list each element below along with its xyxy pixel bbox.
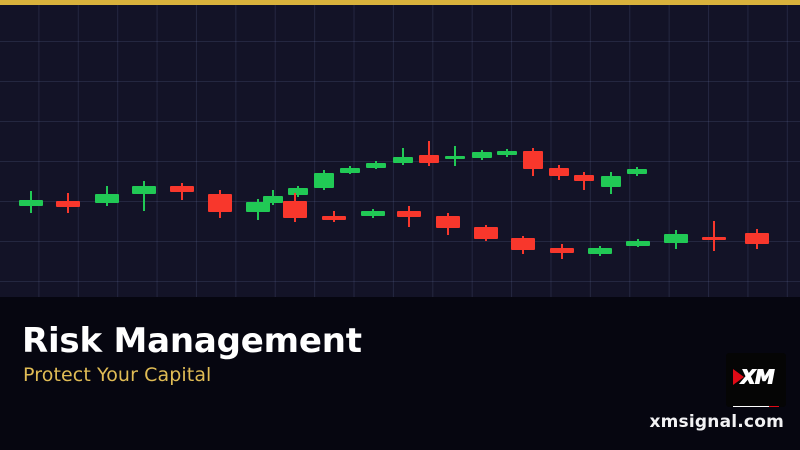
candle-body [340, 168, 360, 173]
caption-panel: Risk Management Protect Your Capital XM … [0, 297, 800, 450]
candlestick-up [366, 161, 386, 169]
candlestick-up [361, 209, 385, 218]
candle-body [361, 211, 385, 216]
candle-body [56, 201, 80, 207]
candlestick-up [19, 191, 43, 213]
candle-body [601, 176, 621, 187]
candlestick-down [549, 165, 569, 180]
candlestick-up [472, 150, 492, 160]
candle-body [549, 168, 569, 176]
candle-body [574, 175, 594, 181]
candlestick-up [288, 186, 308, 197]
candle-body [745, 233, 769, 244]
candle-body [445, 156, 465, 159]
candle-body [288, 188, 308, 195]
candlestick-up [340, 166, 360, 174]
candle-body [511, 238, 535, 250]
candle-body [497, 151, 517, 155]
candle-body [550, 248, 574, 253]
candle-body [19, 200, 43, 206]
candlestick-up [95, 186, 119, 206]
candle-body [397, 211, 421, 217]
candlestick-down [474, 225, 498, 241]
candle-body [393, 157, 413, 163]
candle-wick [713, 221, 715, 251]
candle-wick [428, 141, 430, 166]
xm-logo-text: XM [740, 365, 774, 389]
candle-wick [583, 172, 585, 190]
candlestick-down [56, 193, 80, 213]
logo-underline-accent [769, 406, 779, 407]
candlestick-up [627, 167, 647, 176]
candle-body [314, 173, 334, 188]
candle-body [419, 155, 439, 163]
chart-gridlines [0, 5, 800, 297]
candlestick-up [601, 172, 621, 194]
candlestick-down [745, 229, 769, 249]
page-title: Risk Management [22, 321, 362, 361]
candlestick-down [419, 141, 439, 166]
triangle-icon [733, 369, 744, 385]
logo-underline [733, 406, 779, 407]
candlestick-down [208, 190, 232, 218]
website-url[interactable]: xmsignal.com [649, 412, 784, 432]
candle-body [366, 163, 386, 168]
candle-body [208, 194, 232, 212]
candle-body [322, 216, 346, 220]
candlestick-up [445, 146, 465, 166]
candle-body [702, 237, 726, 240]
candle-body [132, 186, 156, 194]
candlestick-plot [0, 5, 800, 297]
candle-body [588, 248, 612, 254]
candle-body [626, 241, 650, 246]
candle-body [436, 216, 460, 228]
candle-body [170, 186, 194, 192]
candle-wick [402, 148, 404, 165]
candlestick-down [550, 244, 574, 259]
candlestick-up [393, 148, 413, 165]
candle-body [474, 227, 498, 239]
candlestick-down [511, 236, 535, 254]
candlestick-up [314, 170, 334, 190]
candlestick-up [246, 199, 270, 220]
candle-body [664, 234, 688, 243]
candle-body [523, 151, 543, 169]
candlestick-down [170, 183, 194, 200]
candle-body [263, 196, 283, 203]
page-subtitle: Protect Your Capital [23, 364, 212, 386]
candlestick-up [497, 149, 517, 157]
candlestick-down [702, 221, 726, 251]
candle-body [472, 152, 492, 158]
candle-wick [143, 181, 145, 211]
candle-body [246, 202, 270, 212]
candlestick-down [322, 211, 346, 222]
xm-logo-mark: XM [733, 365, 779, 407]
candlestick-down [523, 148, 543, 176]
candlestick-up [588, 246, 612, 256]
candlestick-up [626, 239, 650, 247]
candlestick-up [664, 230, 688, 249]
candlestick-down [397, 206, 421, 227]
candle-body [283, 201, 307, 218]
candlestick-down [574, 172, 594, 190]
candle-body [95, 194, 119, 203]
gold-accent-bar [0, 0, 800, 5]
candlestick-chart-panel [0, 5, 800, 297]
candle-body [627, 169, 647, 174]
xm-logo[interactable]: XM [726, 353, 786, 407]
candlestick-down [436, 213, 460, 235]
candlestick-down [283, 193, 307, 222]
candlestick-up [263, 190, 283, 205]
candlestick-up [132, 181, 156, 211]
